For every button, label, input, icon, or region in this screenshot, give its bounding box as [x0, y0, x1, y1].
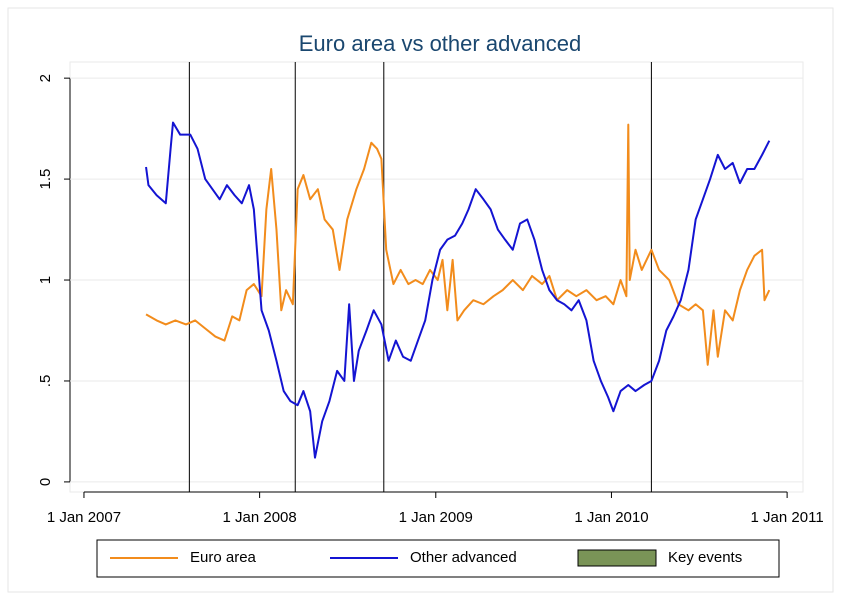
legend-label: Key events — [668, 549, 742, 566]
y-tick-label: 1 — [37, 276, 54, 284]
y-tick-label: 2 — [37, 74, 54, 82]
legend-swatch — [577, 549, 657, 567]
series-line — [145, 123, 771, 366]
legend-box — [96, 539, 780, 578]
y-tick-label: 1.5 — [37, 169, 54, 190]
legend-label: Euro area — [190, 549, 257, 566]
x-tick-label: 1 Jan 2011 — [751, 509, 824, 526]
x-tick-label: 1 Jan 2009 — [399, 509, 473, 526]
x-tick-label: 1 Jan 2008 — [223, 509, 297, 526]
series-line — [145, 121, 771, 459]
x-tick-label: 1 Jan 2010 — [574, 509, 648, 526]
y-tick-label: 0 — [37, 478, 54, 486]
y-tick-label: .5 — [37, 375, 54, 388]
chart-title: Euro area vs other advanced — [299, 31, 582, 56]
legend-label: Other advanced — [410, 549, 517, 566]
x-tick-label: 1 Jan 2007 — [47, 509, 121, 526]
